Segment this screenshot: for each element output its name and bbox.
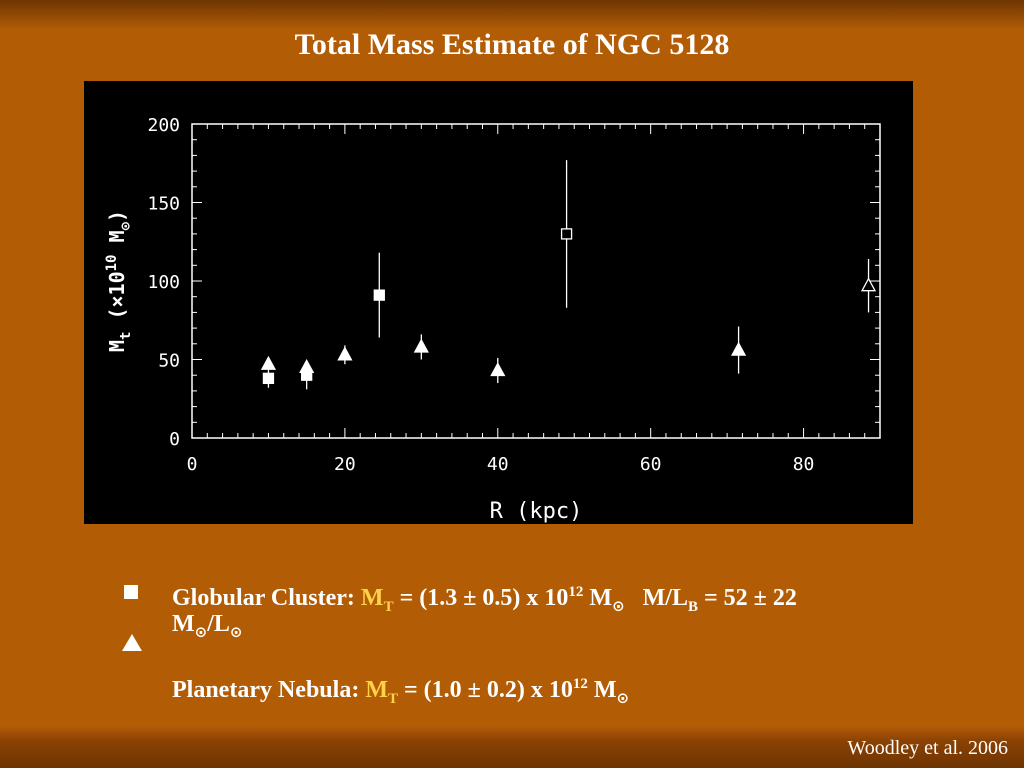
top-gradient-band bbox=[0, 0, 1024, 30]
y-tick-label: 150 bbox=[147, 194, 180, 215]
y-tick-label: 0 bbox=[169, 429, 180, 450]
x-tick-label: 0 bbox=[187, 454, 198, 475]
x-tick-label: 60 bbox=[640, 454, 662, 475]
slide-title: Total Mass Estimate of NGC 5128 bbox=[294, 28, 730, 61]
data-point-square bbox=[373, 289, 385, 301]
data-point-triangle bbox=[260, 355, 277, 370]
plot-frame bbox=[191, 123, 881, 439]
y-axis-label: Mt (×1010 M⊙) bbox=[104, 210, 134, 352]
globular-cluster-legend: Globular Cluster: MT = (1.3 ± 0.5) x 101… bbox=[172, 576, 797, 623]
data-point-triangle bbox=[413, 338, 429, 353]
data-point-triangle bbox=[337, 346, 353, 361]
x-tick-label: 80 bbox=[793, 454, 815, 475]
x-tick-label: 40 bbox=[487, 454, 509, 475]
data-point-square bbox=[262, 372, 275, 384]
planetary-nebula-marker-icon bbox=[122, 634, 142, 651]
globular-cluster-marker-icon bbox=[124, 585, 138, 599]
data-point-triangle bbox=[299, 358, 315, 374]
y-tick-label: 50 bbox=[158, 351, 180, 372]
gc-label: Globular Cluster: bbox=[172, 585, 355, 611]
data-point-triangle bbox=[730, 341, 747, 356]
data-point-triangle bbox=[490, 362, 506, 377]
planetary-nebula-legend: Planetary Nebula: MT = (1.0 ± 0.2) x 101… bbox=[172, 668, 629, 715]
gc-mass-value: = (1.3 ± 0.5) x 1012 M⊙ bbox=[393, 584, 625, 615]
data-point-square bbox=[560, 228, 573, 240]
pn-label: Planetary Nebula: bbox=[172, 677, 360, 703]
bottom-gradient-band bbox=[0, 726, 1024, 768]
chart-svg: 0 20 40 60 80 0 50 100 150 200 R (kpc) Mt (×1010 M⊙… bbox=[104, 115, 881, 524]
y-tick-label: 200 bbox=[147, 115, 180, 136]
x-tick-label: 20 bbox=[334, 454, 356, 475]
data-point-triangle bbox=[860, 277, 877, 292]
gc-mass-to-light: M/LB = 52 ± 22 bbox=[642, 585, 797, 615]
globular-cluster-legend-units: M⊙/L⊙ bbox=[172, 611, 243, 641]
citation: Woodley et al. 2006 bbox=[847, 737, 1008, 759]
mass-profile-chart: 0 20 40 60 80 0 50 100 150 200 R (kpc) Mt (×1010 M⊙… bbox=[84, 81, 913, 524]
y-tick-label: 100 bbox=[147, 272, 180, 293]
gc-mass-symbol: MT bbox=[360, 585, 394, 615]
pn-mass-symbol: MT bbox=[365, 677, 398, 707]
x-axis-label: R (kpc) bbox=[490, 499, 583, 524]
pn-mass-value: = (1.0 ± 0.2) x 1012 M⊙ bbox=[397, 676, 630, 707]
